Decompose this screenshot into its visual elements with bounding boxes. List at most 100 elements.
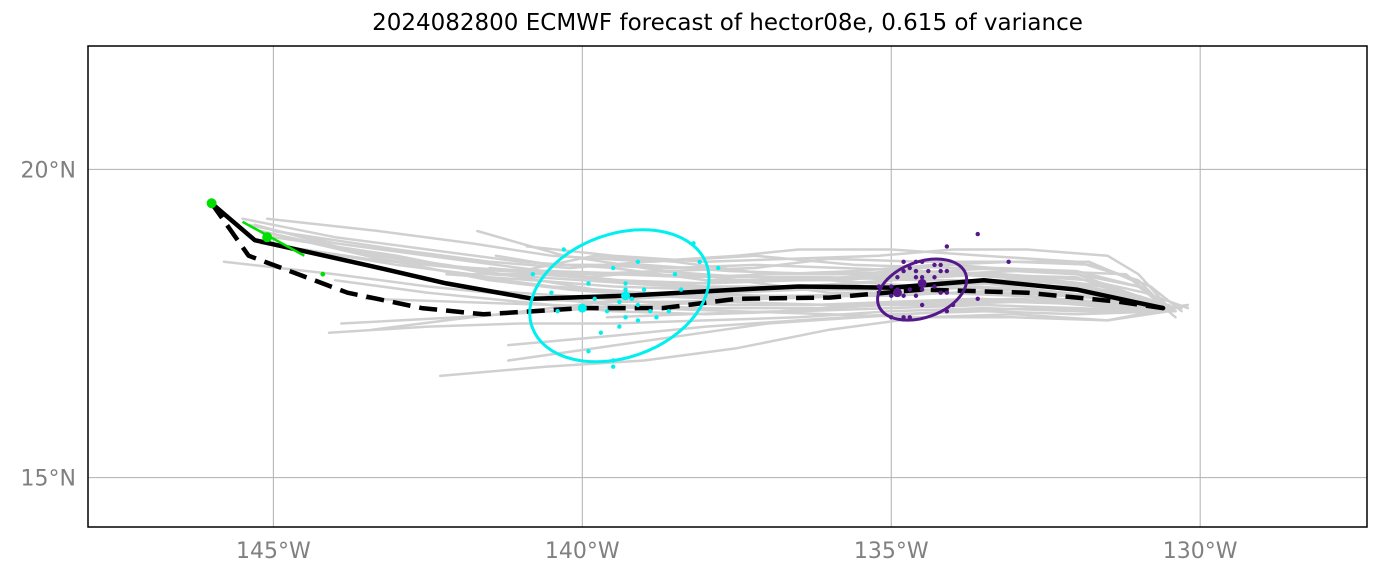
lon-tick-label: 135°W	[854, 539, 929, 564]
mid-member-point	[610, 358, 616, 363]
ensemble-track	[284, 235, 1152, 310]
mid-member-point	[672, 271, 678, 277]
mid-member-point	[666, 308, 672, 314]
mid-member-point	[716, 265, 721, 271]
mid-mean-point	[577, 303, 587, 313]
late-member-point	[919, 302, 925, 308]
late-member-point	[1006, 259, 1011, 265]
late-member-point	[913, 259, 919, 265]
axis-tick-labels: 145°W 140°W 135°W 130°W 20°N 15°N	[21, 158, 1238, 564]
ensemble-track	[364, 297, 1190, 322]
early-segment	[241, 220, 305, 257]
late-member-point	[901, 293, 906, 298]
late-member-point	[944, 268, 950, 274]
mean-track-solid	[209, 201, 1166, 311]
map-frame	[87, 45, 1368, 528]
mid-member-point	[623, 287, 628, 292]
late-member-point	[975, 296, 980, 302]
late-member-point	[913, 275, 919, 280]
late-mean-point	[892, 288, 902, 298]
late-member-point	[944, 244, 950, 249]
late-forecast-cluster	[876, 231, 1011, 322]
chart-title: 2024082800 ECMWF forecast of hector08e, …	[372, 10, 1083, 36]
late-member-point	[919, 275, 925, 280]
ensemble-track	[556, 269, 1177, 313]
mid-member-point	[586, 349, 591, 354]
ensemble-track	[525, 245, 1171, 310]
late-member-point	[919, 287, 925, 292]
mid-member-point	[635, 302, 641, 308]
late-member-point	[919, 259, 925, 265]
ensemble-track	[265, 217, 1165, 307]
late-member-point	[889, 315, 894, 320]
early-point	[320, 271, 326, 277]
late-member-point	[913, 268, 919, 274]
late-member-point	[932, 284, 937, 289]
late-member-point	[913, 293, 919, 298]
late-member-point	[950, 302, 956, 308]
mid-member-point	[561, 247, 566, 252]
late-uncertainty-ellipse	[876, 257, 969, 322]
late-member-point	[938, 262, 943, 268]
mid-member-point	[598, 330, 604, 335]
mid-mean-point	[621, 291, 631, 301]
late-member-point	[944, 308, 950, 314]
mid-member-point	[623, 315, 628, 320]
late-member-point	[975, 231, 980, 237]
mid-member-point	[635, 318, 641, 323]
late-member-point	[938, 290, 943, 295]
early-forecast-cluster	[206, 198, 326, 277]
late-member-point	[901, 268, 906, 274]
mid-member-point	[648, 308, 653, 314]
late-member-point	[889, 284, 894, 289]
ensemble-track	[506, 309, 1171, 347]
mean-tracks	[209, 201, 1166, 317]
mid-member-point	[623, 281, 628, 286]
mid-member-point	[641, 287, 647, 292]
mid-member-point	[635, 259, 641, 265]
late-member-point	[895, 275, 900, 280]
late-member-point	[938, 268, 943, 274]
mid-member-point	[530, 271, 536, 277]
late-member-point	[932, 275, 937, 280]
mid-member-point	[629, 296, 634, 302]
ensemble-track	[469, 288, 1177, 313]
mid-member-point	[697, 259, 702, 265]
ensemble-tracks	[222, 217, 1190, 378]
mean-track-dashed	[209, 202, 1164, 317]
lon-tick-label: 140°W	[545, 539, 620, 564]
mid-member-point	[617, 299, 622, 305]
late-member-point	[907, 315, 912, 320]
mid-member-point	[586, 281, 591, 286]
lon-tick-label: 145°W	[236, 539, 311, 564]
mid-member-point	[617, 324, 622, 329]
late-mean-point	[917, 278, 927, 288]
mid-member-point	[555, 308, 560, 314]
late-member-point	[907, 265, 912, 271]
ensemble-track	[581, 263, 1190, 310]
mid-uncertainty-ellipse	[528, 228, 711, 364]
mid-member-point	[654, 315, 659, 320]
mid-forecast-cluster	[528, 228, 721, 369]
ensemble-track	[445, 272, 1177, 310]
late-member-point	[926, 268, 931, 274]
mid-member-point	[691, 241, 696, 246]
ensemble-track	[272, 232, 1171, 310]
late-member-point	[932, 262, 937, 268]
late-member-point	[889, 293, 894, 298]
mid-member-point	[610, 265, 616, 271]
late-member-point	[901, 259, 906, 265]
late-member-point	[876, 284, 882, 289]
late-member-point	[901, 315, 906, 320]
late-member-point	[907, 287, 912, 292]
lat-tick-label: 15°N	[21, 467, 76, 492]
lon-tick-label: 130°W	[1163, 539, 1238, 564]
mid-member-point	[678, 287, 684, 292]
mid-member-point	[610, 364, 616, 369]
mid-member-point	[592, 296, 597, 302]
early-point	[206, 198, 217, 209]
lat-tick-label: 20°N	[21, 158, 76, 183]
late-member-point	[944, 290, 950, 295]
early-point	[262, 232, 273, 243]
